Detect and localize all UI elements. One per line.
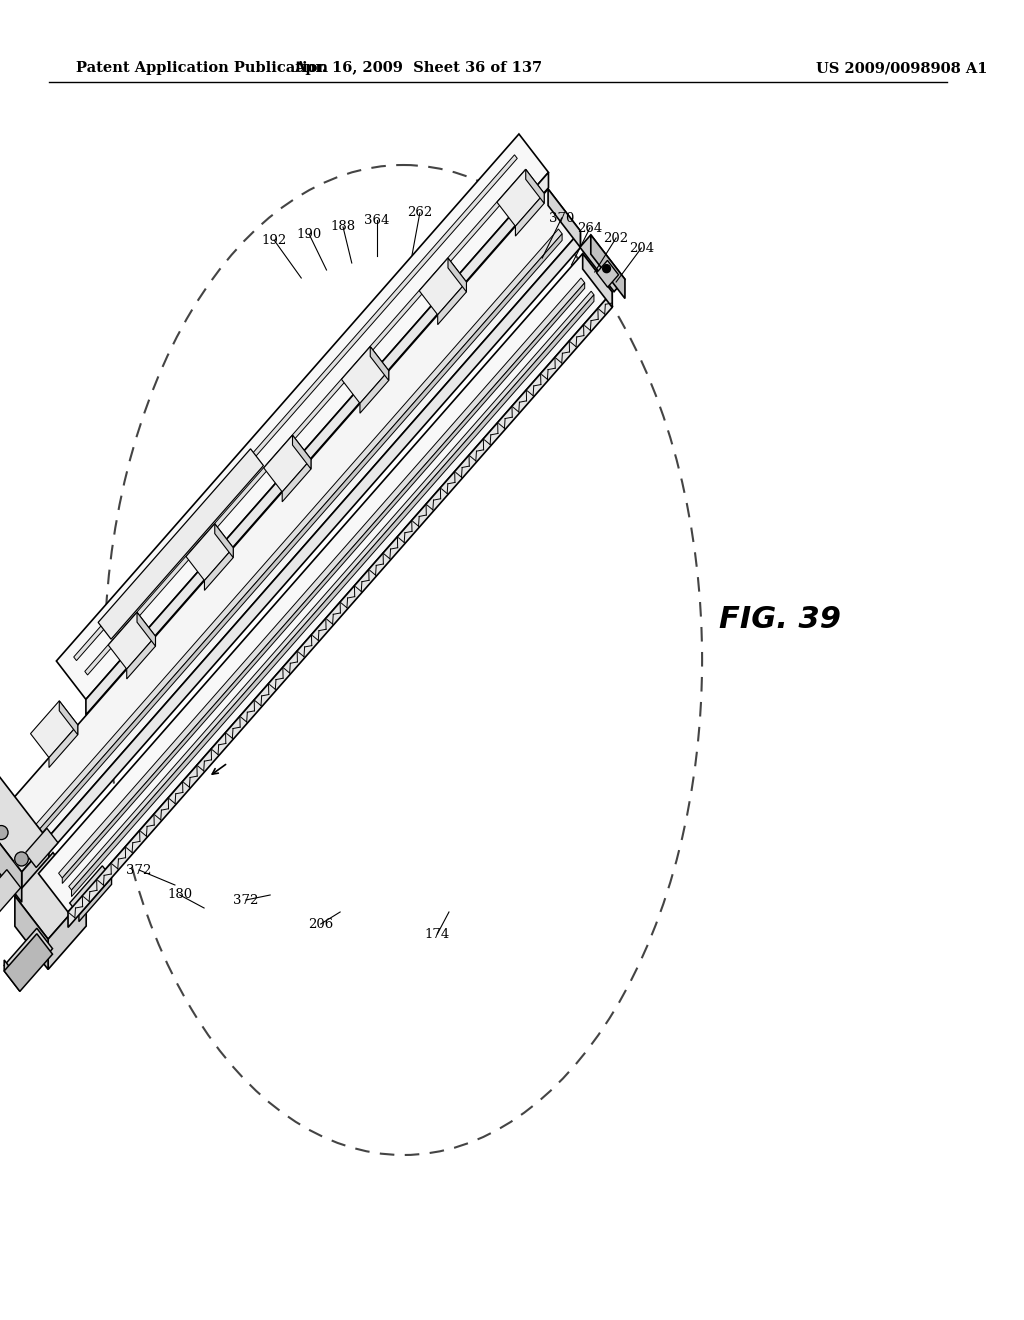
Polygon shape	[26, 829, 58, 867]
Text: 188: 188	[331, 220, 355, 234]
Circle shape	[0, 825, 8, 840]
Polygon shape	[86, 173, 549, 715]
Polygon shape	[68, 292, 612, 928]
Polygon shape	[109, 612, 156, 669]
Text: 262: 262	[408, 206, 432, 219]
Polygon shape	[419, 257, 467, 314]
Polygon shape	[591, 235, 625, 298]
Polygon shape	[85, 169, 528, 675]
Polygon shape	[437, 282, 467, 325]
Polygon shape	[74, 154, 517, 660]
Polygon shape	[0, 772, 49, 873]
Circle shape	[603, 264, 610, 273]
Polygon shape	[36, 231, 581, 867]
Text: 204: 204	[629, 242, 654, 255]
Polygon shape	[127, 636, 156, 678]
Polygon shape	[186, 524, 233, 581]
Text: 174: 174	[425, 928, 450, 940]
Polygon shape	[15, 853, 86, 940]
Text: FIG. 39: FIG. 39	[719, 606, 841, 635]
Text: 372: 372	[233, 894, 258, 907]
Polygon shape	[583, 253, 612, 308]
Polygon shape	[58, 279, 585, 878]
Text: Patent Application Publication: Patent Application Publication	[76, 61, 328, 75]
Polygon shape	[597, 260, 618, 288]
Text: 206: 206	[308, 917, 333, 931]
Polygon shape	[49, 725, 78, 767]
Text: 190: 190	[296, 227, 322, 240]
Text: 364: 364	[365, 214, 390, 227]
Polygon shape	[36, 228, 562, 829]
Polygon shape	[4, 960, 19, 991]
Polygon shape	[4, 928, 52, 986]
Polygon shape	[31, 701, 78, 758]
Polygon shape	[72, 294, 594, 896]
Polygon shape	[371, 347, 389, 380]
Polygon shape	[0, 870, 20, 912]
Text: Apr. 16, 2009  Sheet 36 of 137: Apr. 16, 2009 Sheet 36 of 137	[294, 61, 542, 75]
Polygon shape	[0, 804, 22, 903]
Text: 370: 370	[549, 211, 574, 224]
Polygon shape	[264, 436, 311, 492]
Polygon shape	[70, 866, 112, 915]
Polygon shape	[525, 169, 544, 203]
Polygon shape	[215, 524, 233, 557]
Polygon shape	[48, 896, 86, 969]
Polygon shape	[205, 548, 233, 590]
Polygon shape	[497, 169, 544, 226]
Polygon shape	[39, 253, 612, 912]
Circle shape	[14, 851, 29, 866]
Polygon shape	[341, 347, 389, 404]
Polygon shape	[447, 257, 467, 292]
Polygon shape	[548, 189, 581, 248]
Polygon shape	[69, 292, 594, 890]
Text: 264: 264	[578, 222, 602, 235]
Text: US 2009/0098908 A1: US 2009/0098908 A1	[816, 61, 988, 75]
Polygon shape	[4, 933, 52, 991]
Text: 180: 180	[167, 888, 193, 902]
Polygon shape	[137, 612, 156, 647]
Polygon shape	[293, 436, 311, 469]
Polygon shape	[62, 282, 585, 883]
Polygon shape	[15, 896, 48, 969]
Polygon shape	[22, 841, 49, 903]
Polygon shape	[360, 371, 389, 413]
Polygon shape	[580, 235, 625, 292]
Polygon shape	[283, 459, 311, 502]
Polygon shape	[59, 701, 78, 735]
Polygon shape	[98, 449, 263, 639]
Text: 202: 202	[603, 231, 629, 244]
Polygon shape	[40, 234, 562, 836]
Polygon shape	[4, 189, 581, 851]
Polygon shape	[515, 194, 544, 236]
Polygon shape	[79, 878, 112, 921]
Polygon shape	[56, 135, 549, 700]
Text: 372: 372	[126, 863, 152, 876]
Text: 192: 192	[261, 234, 287, 247]
